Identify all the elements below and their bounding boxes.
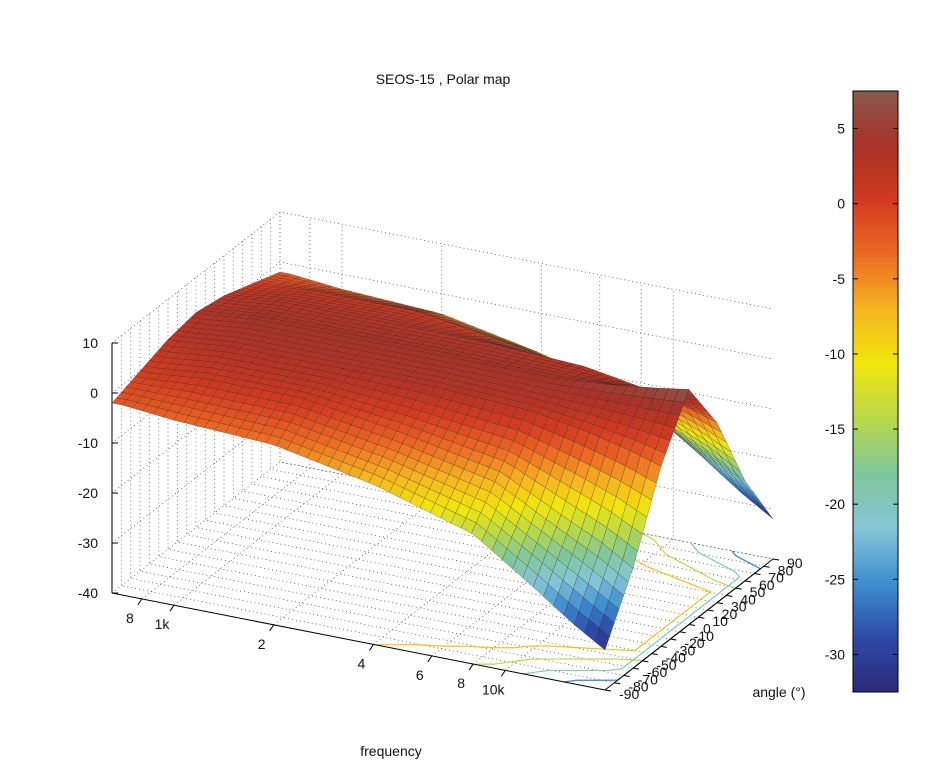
colorbar-ticks: 5 0 -5 -10 -15 -20 -25 -30 [825,121,898,662]
y-tick [670,638,677,641]
y-tick-label: 10 [712,613,728,629]
x-tick-label: 10k [482,681,506,697]
y-tick [772,558,780,561]
y-tick [642,660,649,663]
y-gridline [158,306,652,655]
y-tick-label: 0 [703,621,711,637]
x-tick [269,624,275,632]
z-gridline [111,211,774,344]
y-tick [688,624,696,626]
y-tick [614,682,621,685]
floor-contour [522,542,741,675]
z-tick-label: 10 [82,335,98,351]
x-tick [500,670,506,677]
y-tick-label: 30 [731,599,747,615]
y-gridline [130,328,624,676]
y-tick [744,580,752,583]
y-tick-label: -30 [675,642,695,658]
x-axis-label: frequency [360,743,421,759]
y-gridline [195,277,690,625]
colorbar-gradient [852,90,899,693]
y-tick [660,645,668,648]
z-tick-label: 0 [90,385,98,401]
y-tick-label: -60 [647,664,667,680]
colorbar: 5 0 -5 -10 -15 -20 -25 -30 [825,90,899,693]
y-tick [726,594,733,597]
z-tick-label: -40 [78,585,98,601]
y-gridline [148,313,643,662]
x-tick [427,655,433,663]
y-tick-label: -90 [619,686,639,702]
x-tick [369,644,374,651]
y-tick-label: -50 [656,657,676,673]
y-tick-label: 80 [778,562,794,578]
chart-title: SEOS-15 , Polar map [376,71,511,87]
z-tick-label: -20 [78,485,98,501]
x-tick-label: 2 [258,636,266,652]
y-gridline [186,284,680,633]
y-gridline [139,321,634,669]
y-tick-label: -40 [666,650,686,666]
x-tick [468,663,474,671]
surface-patch [594,627,610,651]
x-tick-label: 1k [155,616,171,632]
y-tick-label: -20 [684,635,704,651]
y-tick-label: 90 [787,555,803,571]
y-tick-label: 60 [759,577,775,593]
colorbar-tick-label: 5 [837,121,845,137]
y-tick [754,573,761,576]
y-tick [623,674,630,677]
z-gridline [111,261,774,394]
x-tick-label: 6 [416,667,424,683]
surface-plot [111,271,774,651]
y-gridline [120,335,615,684]
y-tick [735,587,742,590]
y-tick-label: -10 [694,628,714,644]
y-tick [651,653,658,656]
y-gridline [176,292,671,640]
y-tick-label: 40 [740,591,756,607]
y-tick [698,616,705,619]
y-tick-label: -80 [628,679,648,695]
y-tick-label: 20 [722,606,738,622]
y-tick [632,667,640,670]
z-tick-label: -30 [78,535,98,551]
x-tick-label: 8 [457,675,465,691]
colorbar-tick-label: -20 [825,496,845,512]
z-tick-label: -10 [78,435,98,451]
y-axis-label: angle (°) [752,684,805,700]
y-tick-label: -70 [638,671,658,687]
colorbar-tick-label: 0 [837,196,845,212]
colorbar-tick-label: -5 [833,271,846,287]
x-tick-label: 8 [126,610,134,626]
y-tick [679,631,686,634]
surface-patch [757,504,774,520]
y-tick [604,689,612,692]
colorbar-tick-label: -10 [825,346,845,362]
surface-patch [753,497,769,513]
y-tick [716,602,724,605]
y-tick-label: 70 [768,570,784,586]
y-tick [763,565,770,568]
x-tick [137,598,143,606]
colorbar-tick-label: -25 [825,571,845,587]
x-tick-label: 4 [358,655,366,671]
y-gridline [167,299,662,647]
colorbar-tick-label: -30 [825,646,845,662]
x-tick [169,604,175,612]
y-tick [707,609,714,612]
y-tick-label: 50 [750,584,766,600]
colorbar-tick-label: -15 [825,421,845,437]
x-axis [111,592,606,691]
